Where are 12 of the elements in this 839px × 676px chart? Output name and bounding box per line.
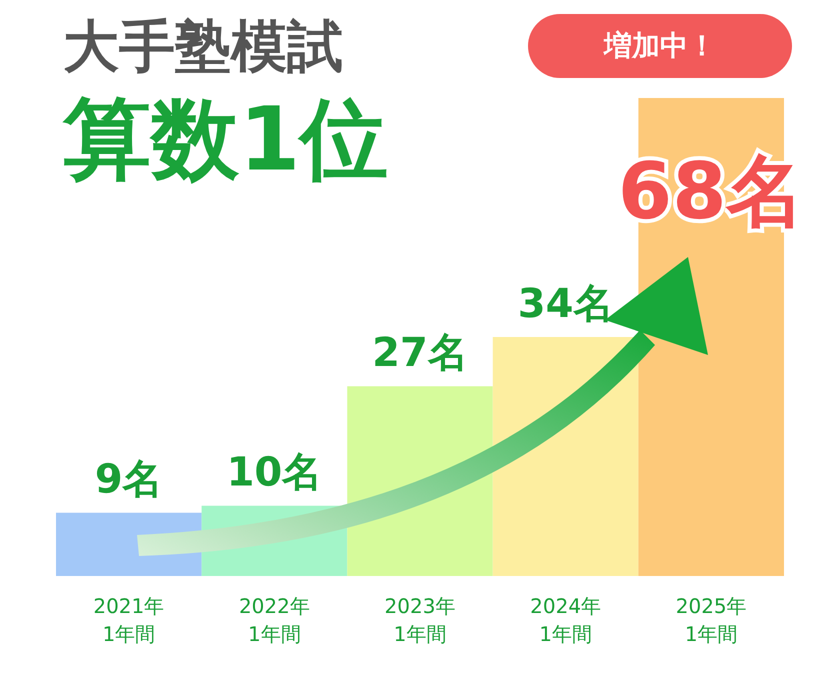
data-label: 9名 — [94, 456, 163, 503]
x-tick-label: 2024年 1年間 — [530, 594, 602, 646]
badge: 増加中！ — [528, 14, 792, 78]
data-label: 34名 — [518, 281, 614, 328]
x-tick-label: 2023年 1年間 — [384, 594, 456, 646]
data-label: 27名 — [372, 330, 468, 376]
chart-subtitle: 算数1位 — [62, 88, 388, 190]
data-label: 10名 — [226, 450, 322, 496]
chart-title: 大手塾模試 — [63, 14, 343, 80]
x-tick-label: 2021年 1年間 — [93, 594, 164, 646]
x-tick-label: 2022年 1年間 — [238, 594, 310, 646]
x-tick-label: 2025年 1年間 — [676, 594, 747, 646]
